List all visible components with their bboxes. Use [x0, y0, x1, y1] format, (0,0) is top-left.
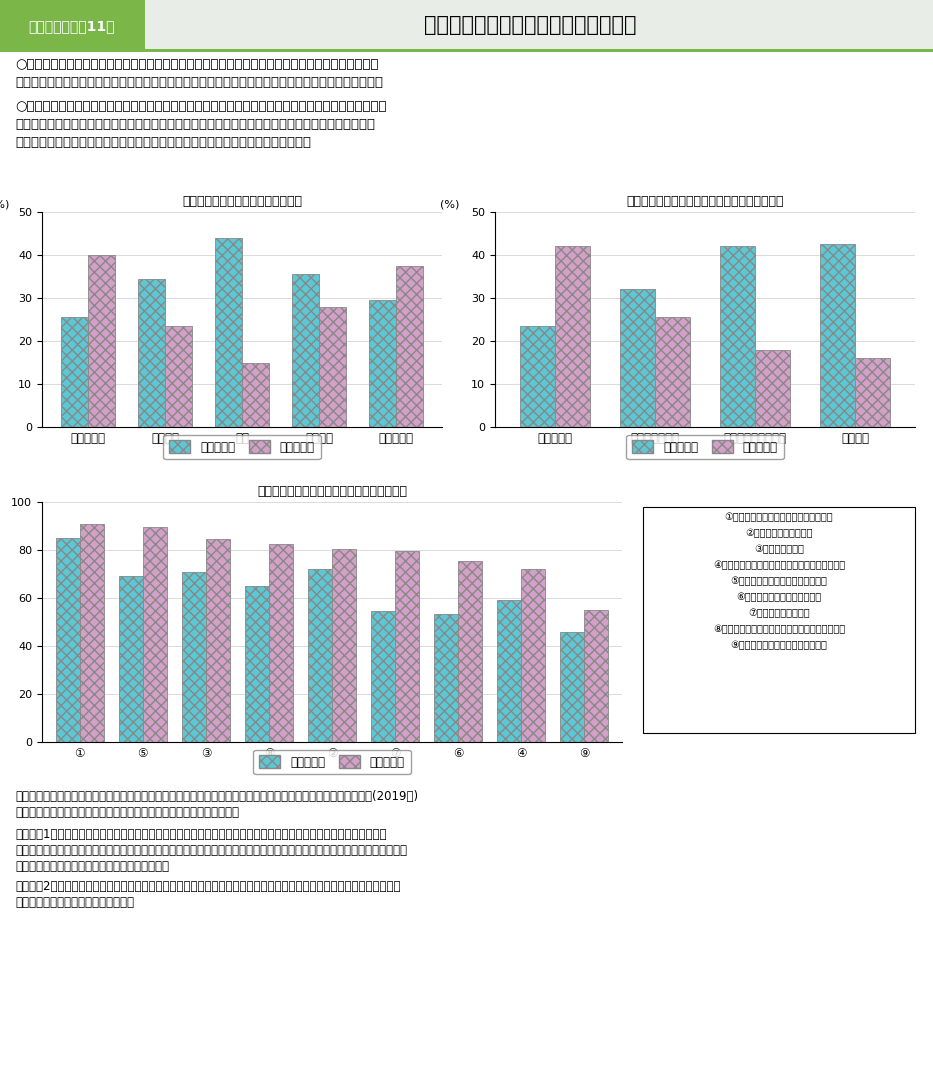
Bar: [182, 571, 206, 742]
Text: 資料出所　（独）労働政策研究・研修機構「人手不足等をめぐる現状と働き方等に関する調査（正社員調査票）」(2019年): 資料出所 （独）労働政策研究・研修機構「人手不足等をめぐる現状と働き方等に関する…: [15, 790, 418, 803]
Bar: [720, 247, 755, 427]
Bar: [395, 551, 419, 742]
Bar: [522, 569, 545, 742]
Bar: [584, 610, 608, 742]
Text: (%): (%): [0, 199, 9, 210]
Bar: [245, 586, 269, 742]
Legend: 働きやすい, 働きにくい: 働きやすい, 働きにくい: [626, 434, 784, 460]
Text: 「いつも感じる」「よく感じる」と回答した者を「働きやすい」、「めったに感じない」「全く感じない」と回答: 「いつも感じる」「よく感じる」と回答した者を「働きやすい」、「めったに感じない」…: [15, 844, 407, 857]
Bar: [555, 247, 590, 427]
Bar: [206, 539, 230, 742]
Bar: [332, 549, 356, 742]
Bar: [0, 0, 145, 53]
Title: 人手不足が職場環境に及ぼす影響と働きやすさ: 人手不足が職場環境に及ぼす影響と働きやすさ: [626, 195, 784, 208]
Bar: [242, 362, 269, 427]
Text: の個票を厚生労働省政策統括官付政策統括室にて独自集計: の個票を厚生労働省政策統括官付政策統括室にて独自集計: [15, 806, 239, 819]
Bar: [371, 611, 395, 742]
Text: した者を「働きにくい」としている。: した者を「働きにくい」としている。: [15, 860, 169, 873]
Bar: [458, 561, 482, 742]
Bar: [308, 569, 332, 742]
Text: 業時間の増加、休暇取得数の減少」が最も多くなっており、働きやすいと感じている者と働きにく: 業時間の増加、休暇取得数の減少」が最も多くなっており、働きやすいと感じている者と…: [15, 118, 375, 131]
Bar: [655, 317, 690, 427]
Legend: 働きやすい, 働きにくい: 働きやすい, 働きにくい: [163, 434, 321, 460]
Bar: [319, 307, 346, 427]
Legend: 働きやすい, 働きにくい: 働きやすい, 働きにくい: [254, 749, 411, 774]
Text: （注）　1）集計において、調査時点の認識として「働きやすさに対して満足感を感じている」かという問に対して、: （注） 1）集計において、調査時点の認識として「働きやすさに対して満足感を感じて…: [15, 828, 386, 842]
Bar: [138, 279, 165, 427]
Bar: [62, 317, 88, 427]
Text: (%): (%): [440, 199, 460, 210]
Bar: [755, 349, 790, 427]
Bar: [396, 266, 423, 427]
Bar: [497, 600, 522, 742]
Bar: [292, 274, 319, 427]
Bar: [560, 631, 584, 742]
Bar: [165, 326, 192, 427]
Bar: [820, 244, 855, 427]
Bar: [56, 538, 80, 742]
Title: 職場環境に及ぼす具体的な影響と働きやすさ: 職場環境に及ぼす具体的な影響と働きやすさ: [257, 485, 407, 498]
Text: 第２－（２）－11図: 第２－（２）－11図: [29, 19, 116, 33]
Bar: [620, 289, 655, 427]
Bar: [855, 358, 890, 427]
Bar: [434, 613, 458, 742]
Bar: [216, 238, 242, 427]
Bar: [118, 577, 143, 742]
Bar: [145, 49, 933, 53]
Bar: [269, 544, 293, 742]
Text: と回答した者としている。: と回答した者としている。: [15, 896, 134, 909]
Text: ○　人手不足が職場環境に与える具体的な影響をみると、働きやすさに対する満足感にかかわらず「残: ○ 人手不足が職場環境に与える具体的な影響をみると、働きやすさに対する満足感にか…: [15, 100, 386, 113]
Bar: [143, 527, 167, 742]
Text: 人手不足と働きやすさの関係について: 人手不足と働きやすさの関係について: [424, 15, 636, 35]
Text: いる者は減少し、人手不足が職場に及ぼす影響が大きいほど働きにくいと感じている者が多くなる。: いる者は減少し、人手不足が職場に及ぼす影響が大きいほど働きにくいと感じている者が…: [15, 76, 383, 89]
Text: 2）左下図の集計対象は、人手不足が職場環境に「大きな影響を及ぼしている」「ある程度影響を及ぼしている」: 2）左下図の集計対象は、人手不足が職場環境に「大きな影響を及ぼしている」「ある程…: [15, 880, 400, 893]
Title: 雇用人員の過不足状況と働きやすさ: 雇用人員の過不足状況と働きやすさ: [182, 195, 302, 208]
Bar: [520, 326, 555, 427]
Text: ○　雇用人員が適当だと働きやすいと感じている者が多いが、不足でも過剰でも働きやすいと感じて: ○ 雇用人員が適当だと働きやすいと感じている者が多いが、不足でも過剰でも働きやす…: [15, 58, 379, 71]
Bar: [80, 523, 104, 742]
Bar: [88, 255, 115, 427]
Text: ①残業時間の増加、休暇取得数の減少、
②能力開発機会の減少、
③離職者の増加、
④メンタルヘルスの悪化等による休職者の増加、
⑤従業員の働きがいや意欲の低下、
: ①残業時間の増加、休暇取得数の減少、 ②能力開発機会の減少、 ③離職者の増加、 …: [713, 512, 845, 650]
Bar: [369, 300, 396, 427]
Text: いと感じている者の差をみると、「職場雰囲気の悪化」が最も多くなっている。: いと感じている者の差をみると、「職場雰囲気の悪化」が最も多くなっている。: [15, 136, 311, 149]
